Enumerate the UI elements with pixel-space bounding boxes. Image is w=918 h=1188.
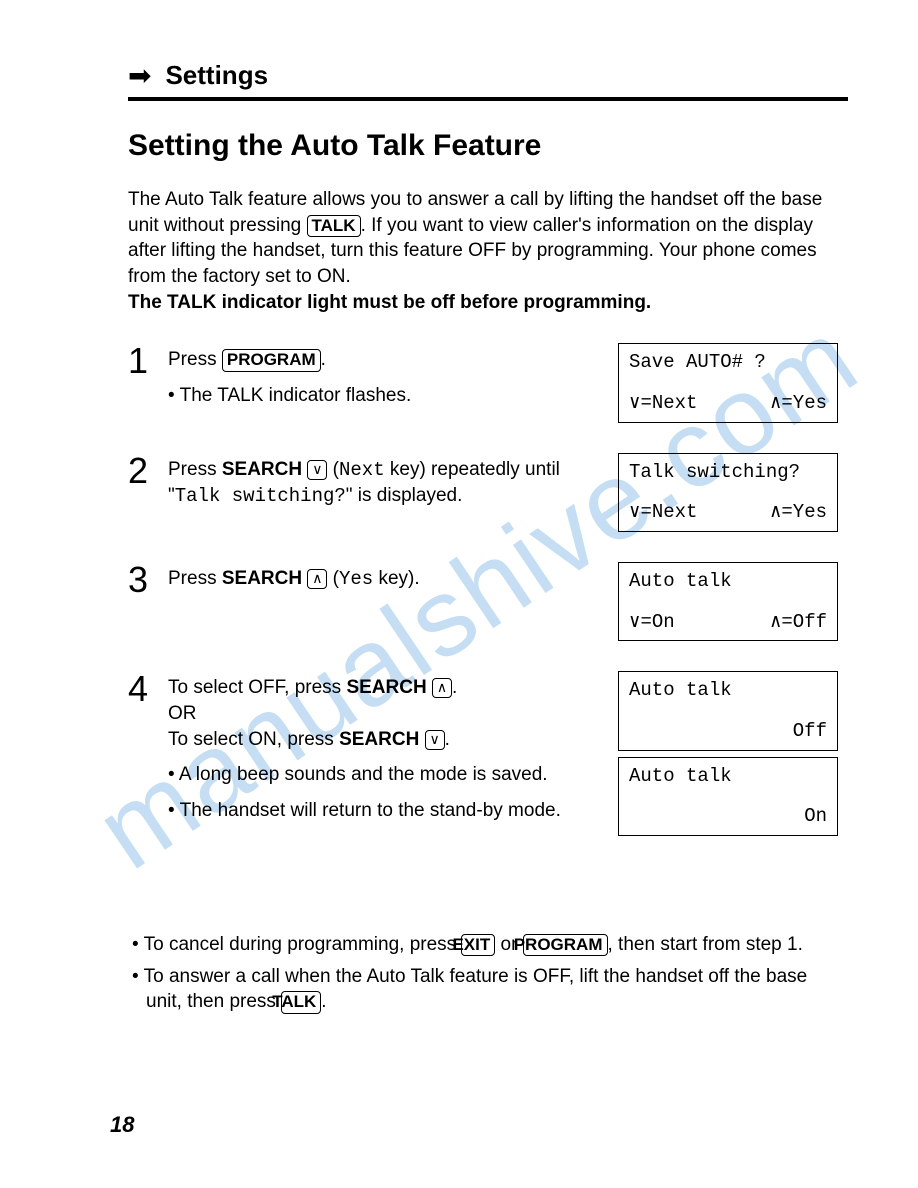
step-text: .: [321, 349, 326, 370]
step-row: 3 Press SEARCH ∧ (Yes key). Auto talk ∨=…: [128, 562, 838, 647]
key-program: PROGRAM: [222, 349, 321, 371]
lcd-right: ∧=Yes: [770, 391, 827, 416]
step-text: key).: [373, 568, 419, 589]
note-text: To cancel during programming, press: [144, 934, 462, 955]
note-text: , then start from step 1.: [608, 934, 803, 955]
step-text: Press: [168, 459, 222, 480]
step-text: (: [327, 568, 339, 589]
steps-list: 1 Press PROGRAM. The TALK indicator flas…: [128, 343, 838, 842]
key-program: PROGRAM: [523, 934, 608, 956]
note-item: To answer a call when the Auto Talk feat…: [128, 964, 838, 1015]
mono-text: Talk switching?: [175, 485, 346, 507]
step-text: .: [452, 677, 457, 698]
step-body: To select OFF, press SEARCH ∧. OR To sel…: [168, 671, 608, 823]
divider: [128, 97, 848, 101]
key-exit: EXIT: [461, 934, 495, 956]
step-body: Press SEARCH ∧ (Yes key).: [168, 562, 608, 593]
section-name: Settings: [165, 60, 268, 91]
key-talk: TALK: [281, 991, 321, 1013]
step-number: 3: [128, 562, 158, 598]
step-number: 1: [128, 343, 158, 379]
step-number: 2: [128, 453, 158, 489]
step-text: " is displayed.: [346, 485, 463, 506]
step-sub: The handset will return to the stand-by …: [168, 798, 598, 824]
arrow-right-icon: ➡: [128, 62, 151, 90]
search-label: SEARCH: [339, 729, 419, 750]
lcd-display: Save AUTO# ? ∨=Next ∧=Yes: [618, 343, 838, 422]
lcd-left: ∨=Next: [629, 391, 697, 416]
lcd-display: Talk switching? ∨=Next ∧=Yes: [618, 453, 838, 532]
note-text: .: [321, 991, 326, 1012]
lcd-line1: Auto talk: [629, 764, 827, 789]
search-label: SEARCH: [346, 677, 426, 698]
intro-paragraph: The Auto Talk feature allows you to answ…: [128, 187, 838, 315]
mono-text: Next: [339, 459, 385, 481]
step-sub: The TALK indicator flashes.: [168, 383, 598, 409]
lcd-right: ∧=Yes: [770, 500, 827, 525]
step-number: 4: [128, 671, 158, 707]
step-row: 4 To select OFF, press SEARCH ∧. OR To s…: [128, 671, 838, 842]
step-body: Press PROGRAM. The TALK indicator flashe…: [168, 343, 608, 408]
step-text: To select ON, press: [168, 729, 339, 750]
step-or: OR: [168, 703, 197, 724]
lcd-column: Save AUTO# ? ∨=Next ∧=Yes: [618, 343, 838, 428]
step-text: .: [445, 729, 450, 750]
intro-warning: The TALK indicator light must be off bef…: [128, 292, 651, 313]
lcd-line1: Talk switching?: [629, 460, 827, 485]
lcd-column: Talk switching? ∨=Next ∧=Yes: [618, 453, 838, 538]
page-number: 18: [110, 1112, 134, 1138]
step-text: (: [327, 459, 339, 480]
lcd-right: On: [804, 804, 827, 829]
lcd-line1: Auto talk: [629, 569, 827, 594]
search-label: SEARCH: [222, 568, 302, 589]
section-header: ➡ Settings: [128, 60, 838, 91]
step-sub: A long beep sounds and the mode is saved…: [168, 762, 598, 788]
page-title: Setting the Auto Talk Feature: [128, 129, 838, 163]
lcd-column: Auto talk Off Auto talk On: [618, 671, 838, 842]
lcd-left: ∨=On: [629, 610, 675, 635]
lcd-display: Auto talk Off: [618, 671, 838, 750]
chevron-down-icon: ∨: [307, 460, 327, 480]
lcd-right: Off: [793, 719, 827, 744]
step-row: 2 Press SEARCH ∨ (Next key) repeatedly u…: [128, 453, 838, 538]
mono-text: Yes: [339, 568, 373, 590]
notes-list: To cancel during programming, press EXIT…: [128, 932, 838, 1015]
search-label: SEARCH: [222, 459, 302, 480]
lcd-left: ∨=Next: [629, 500, 697, 525]
lcd-column: Auto talk ∨=On ∧=Off: [618, 562, 838, 647]
lcd-right: ∧=Off: [770, 610, 827, 635]
step-text: Press: [168, 568, 222, 589]
note-text: To answer a call when the Auto Talk feat…: [144, 966, 808, 1013]
chevron-down-icon: ∨: [425, 730, 445, 750]
step-text: Press: [168, 349, 222, 370]
lcd-display: Auto talk ∨=On ∧=Off: [618, 562, 838, 641]
lcd-line1: Auto talk: [629, 678, 827, 703]
note-item: To cancel during programming, press EXIT…: [128, 932, 838, 958]
chevron-up-icon: ∧: [307, 569, 327, 589]
step-body: Press SEARCH ∨ (Next key) repeatedly unt…: [168, 453, 608, 510]
key-talk: TALK: [307, 215, 361, 237]
chevron-up-icon: ∧: [432, 678, 452, 698]
step-text: To select OFF, press: [168, 677, 346, 698]
lcd-display: Auto talk On: [618, 757, 838, 836]
lcd-line1: Save AUTO# ?: [629, 350, 827, 375]
step-row: 1 Press PROGRAM. The TALK indicator flas…: [128, 343, 838, 428]
